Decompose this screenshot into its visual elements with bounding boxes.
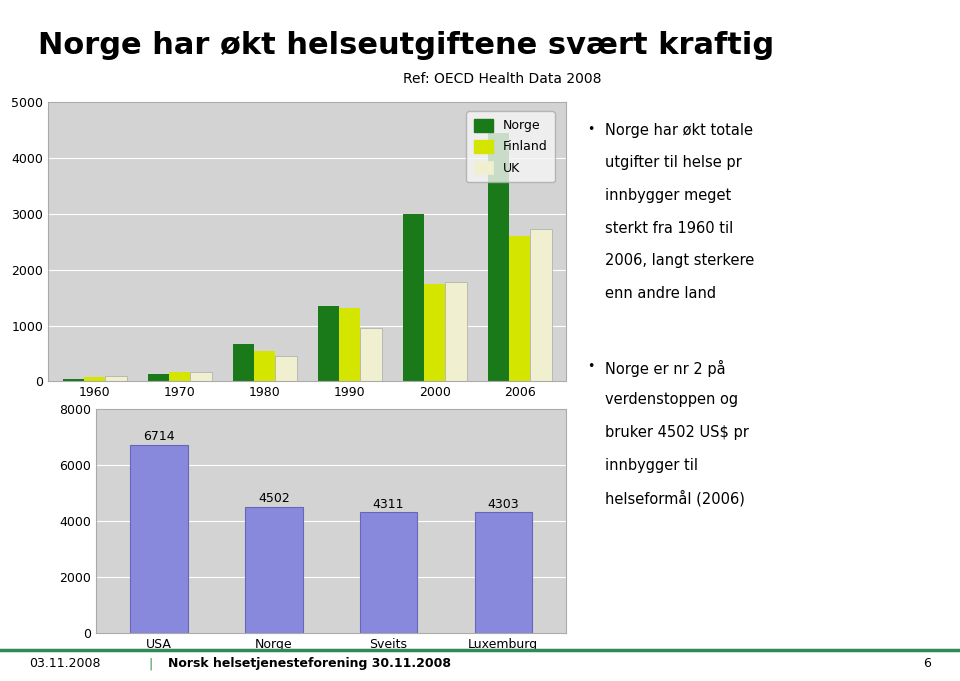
Text: 03.11.2008: 03.11.2008 bbox=[29, 657, 100, 671]
Text: bruker 4502 US$ pr: bruker 4502 US$ pr bbox=[605, 425, 749, 440]
Bar bbox=[488, 133, 509, 381]
Bar bbox=[131, 445, 188, 633]
Text: 4311: 4311 bbox=[372, 498, 404, 511]
Bar bbox=[62, 379, 84, 381]
Legend: Norge, Finland, UK: Norge, Finland, UK bbox=[467, 111, 555, 182]
Text: 6: 6 bbox=[924, 657, 931, 671]
Bar bbox=[169, 372, 190, 381]
Text: helseformål (2006): helseformål (2006) bbox=[605, 490, 745, 507]
Bar bbox=[360, 512, 418, 633]
Bar bbox=[530, 229, 552, 381]
Text: 2006, langt sterkere: 2006, langt sterkere bbox=[605, 253, 754, 268]
Text: 4303: 4303 bbox=[488, 498, 519, 511]
Bar bbox=[148, 374, 169, 381]
Text: verdenstoppen og: verdenstoppen og bbox=[605, 392, 738, 407]
Text: 4502: 4502 bbox=[258, 492, 290, 505]
Bar bbox=[403, 214, 424, 381]
Bar bbox=[360, 328, 381, 381]
Text: •: • bbox=[588, 360, 595, 373]
Bar bbox=[190, 372, 211, 381]
Bar bbox=[84, 377, 106, 381]
Bar bbox=[445, 282, 467, 381]
Text: Norge er nr 2 på: Norge er nr 2 på bbox=[605, 360, 726, 377]
Text: innbygger meget: innbygger meget bbox=[605, 188, 732, 203]
Text: •: • bbox=[588, 123, 595, 136]
Text: sterkt fra 1960 til: sterkt fra 1960 til bbox=[605, 221, 733, 236]
Bar bbox=[245, 507, 302, 633]
Bar bbox=[276, 356, 297, 381]
Text: innbygger til: innbygger til bbox=[605, 458, 698, 473]
Text: Norge har økt totale: Norge har økt totale bbox=[605, 123, 753, 138]
Bar bbox=[254, 351, 276, 381]
Bar bbox=[509, 236, 530, 381]
Text: utgifter til helse pr: utgifter til helse pr bbox=[605, 155, 741, 170]
Text: Norge har økt helseutgiftene svært kraftig: Norge har økt helseutgiftene svært kraft… bbox=[38, 31, 775, 60]
Bar bbox=[106, 377, 127, 381]
Bar bbox=[318, 306, 339, 381]
Text: Ref: OECD Health Data 2008: Ref: OECD Health Data 2008 bbox=[403, 72, 602, 86]
Bar bbox=[233, 344, 254, 381]
Bar bbox=[339, 308, 360, 381]
Text: |: | bbox=[149, 657, 153, 671]
Text: enn andre land: enn andre land bbox=[605, 286, 716, 301]
Bar bbox=[474, 513, 532, 633]
Text: 6714: 6714 bbox=[143, 430, 175, 443]
Text: Norsk helsetjenesteforening 30.11.2008: Norsk helsetjenesteforening 30.11.2008 bbox=[168, 657, 451, 671]
Bar bbox=[424, 284, 445, 381]
